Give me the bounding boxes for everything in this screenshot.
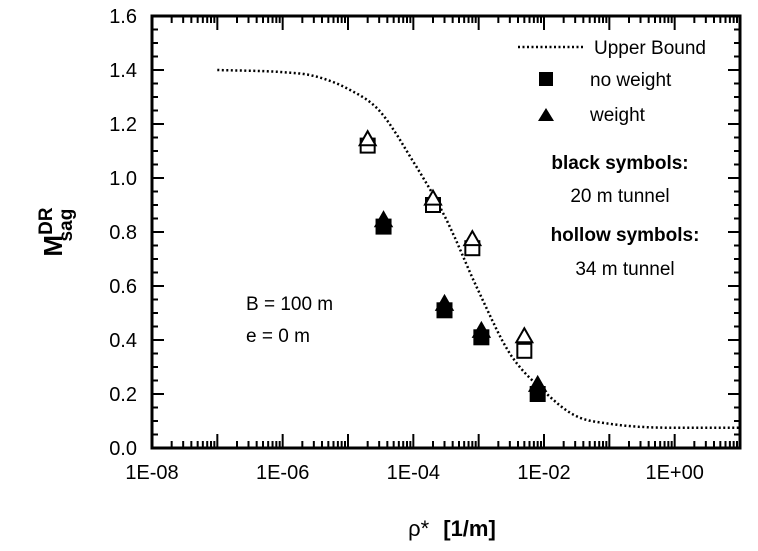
y-axis-title: MDRsag bbox=[36, 207, 77, 256]
y-tick-label: 0.0 bbox=[109, 438, 137, 460]
x-tick-label: 1E-02 bbox=[517, 462, 570, 484]
y-tick-label: 0.6 bbox=[109, 276, 137, 298]
annotation-e: e = 0 m bbox=[246, 326, 310, 347]
x-axis-unit: [1/m] bbox=[443, 516, 496, 541]
y-tick-label: 0.8 bbox=[109, 222, 137, 244]
legend-hollow-symbols-desc: 34 m tunnel bbox=[575, 259, 674, 280]
y-tick-label: 0.2 bbox=[109, 384, 137, 406]
no-weight-hollow-marker bbox=[516, 342, 533, 359]
legend-weight-swatch bbox=[538, 108, 554, 121]
weight-filled-marker bbox=[471, 320, 492, 338]
data-points bbox=[357, 129, 548, 402]
weight-hollow-marker bbox=[423, 188, 443, 206]
legend: Upper Bound no weight weight black symbo… bbox=[518, 38, 706, 280]
y-tick-label: 1.6 bbox=[109, 6, 137, 28]
legend-black-symbols-title: black symbols: bbox=[551, 153, 688, 174]
weight-hollow-marker bbox=[462, 229, 483, 247]
y-tick-labels: 0.0 0.2 0.4 0.6 0.8 1.0 1.2 1.4 1.6 bbox=[109, 6, 137, 460]
weight-filled-marker bbox=[527, 374, 548, 392]
legend-upper-bound-label: Upper Bound bbox=[594, 38, 706, 59]
y-tick-label: 1.4 bbox=[109, 60, 137, 82]
x-tick-label: 1E+00 bbox=[645, 462, 703, 484]
y-axis-sub: sag bbox=[56, 209, 77, 242]
x-axis-title: ρ* [1/m] bbox=[408, 516, 496, 541]
legend-hollow-symbols-title: hollow symbols: bbox=[551, 225, 700, 246]
y-tick-label: 1.2 bbox=[109, 114, 137, 136]
annotation-b: B = 100 m bbox=[246, 294, 333, 315]
legend-no-weight-swatch bbox=[539, 72, 553, 86]
weight-hollow-marker bbox=[514, 326, 535, 344]
y-axis-main: M bbox=[38, 235, 68, 257]
y-tick-label: 0.4 bbox=[109, 330, 137, 352]
weight-filled-marker bbox=[373, 210, 394, 228]
upper-bound-line bbox=[217, 68, 740, 430]
weight-filled-marker bbox=[434, 293, 455, 311]
y-tick-label: 1.0 bbox=[109, 168, 137, 190]
x-tick-label: 1E-06 bbox=[256, 462, 309, 484]
x-tick-labels: 1E-08 1E-06 1E-04 1E-02 1E+00 bbox=[125, 462, 704, 484]
legend-black-symbols-desc: 20 m tunnel bbox=[570, 186, 669, 207]
y-axis-sup: DR bbox=[36, 207, 57, 235]
axis-ticks bbox=[151, 15, 740, 449]
weight-hollow-marker bbox=[357, 129, 378, 147]
legend-no-weight-label: no weight bbox=[590, 70, 672, 91]
x-tick-label: 1E-04 bbox=[387, 462, 440, 484]
x-tick-label: 1E-08 bbox=[125, 462, 178, 484]
legend-weight-label: weight bbox=[589, 105, 646, 126]
x-axis-symbol: ρ* bbox=[408, 516, 430, 541]
